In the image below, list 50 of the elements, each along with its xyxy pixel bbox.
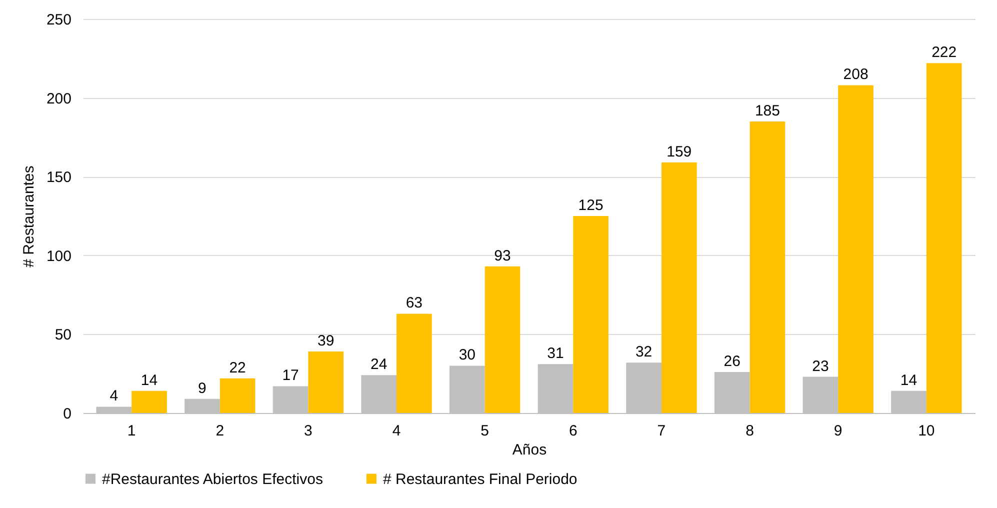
data-label: 31 <box>547 345 564 362</box>
y-tick-label: 250 <box>46 12 72 28</box>
y-axis-title: # Restaurantes <box>20 166 38 268</box>
data-label: 222 <box>932 44 957 62</box>
bar <box>484 266 520 413</box>
x-tick-label: 1 <box>127 422 136 440</box>
data-label: 125 <box>578 197 604 214</box>
y-tick-label: 0 <box>63 406 72 422</box>
bar <box>220 378 256 413</box>
bar <box>573 216 608 413</box>
x-tick-label: 9 <box>834 422 842 440</box>
data-label: 4 <box>110 388 118 405</box>
x-tick-label: 7 <box>657 422 666 440</box>
x-tick-label: 6 <box>568 422 578 440</box>
bar <box>838 85 874 413</box>
legend-label: #Restaurantes Abiertos Efectivos <box>102 470 323 488</box>
data-label: 24 <box>370 356 388 374</box>
x-tick-label: 8 <box>746 422 754 440</box>
data-label: 22 <box>229 359 246 376</box>
legend-label: # Restaurantes Final Periodo <box>383 470 578 488</box>
x-axis-title: Años <box>512 442 547 458</box>
bar <box>396 314 432 413</box>
y-tick-label: 50 <box>54 326 72 344</box>
bar <box>132 390 167 413</box>
data-label: 159 <box>666 143 692 160</box>
x-tick-label: 10 <box>918 422 935 440</box>
data-label: 30 <box>458 346 476 364</box>
data-label: 9 <box>198 380 206 397</box>
data-label: 26 <box>724 353 740 370</box>
data-label: 93 <box>494 247 511 264</box>
data-label: 32 <box>635 344 652 361</box>
y-tick-label: 150 <box>46 169 72 186</box>
bar <box>926 63 962 413</box>
data-label: 208 <box>843 66 868 84</box>
x-tick-label: 4 <box>392 422 401 440</box>
bar <box>661 162 697 413</box>
data-label: 63 <box>406 294 423 312</box>
x-tick-label: 2 <box>216 422 224 440</box>
y-tick-label: 100 <box>46 248 72 265</box>
bar <box>750 121 786 413</box>
y-tick-label: 200 <box>46 90 72 108</box>
data-label: 14 <box>140 372 158 389</box>
data-label: 14 <box>900 372 918 389</box>
x-tick-label: 3 <box>304 422 312 440</box>
data-label: 17 <box>282 367 299 384</box>
data-label: 39 <box>318 332 334 350</box>
x-tick-label: 5 <box>480 422 490 440</box>
data-label: 185 <box>754 102 780 120</box>
data-label: 23 <box>812 358 829 375</box>
bar <box>308 352 344 413</box>
